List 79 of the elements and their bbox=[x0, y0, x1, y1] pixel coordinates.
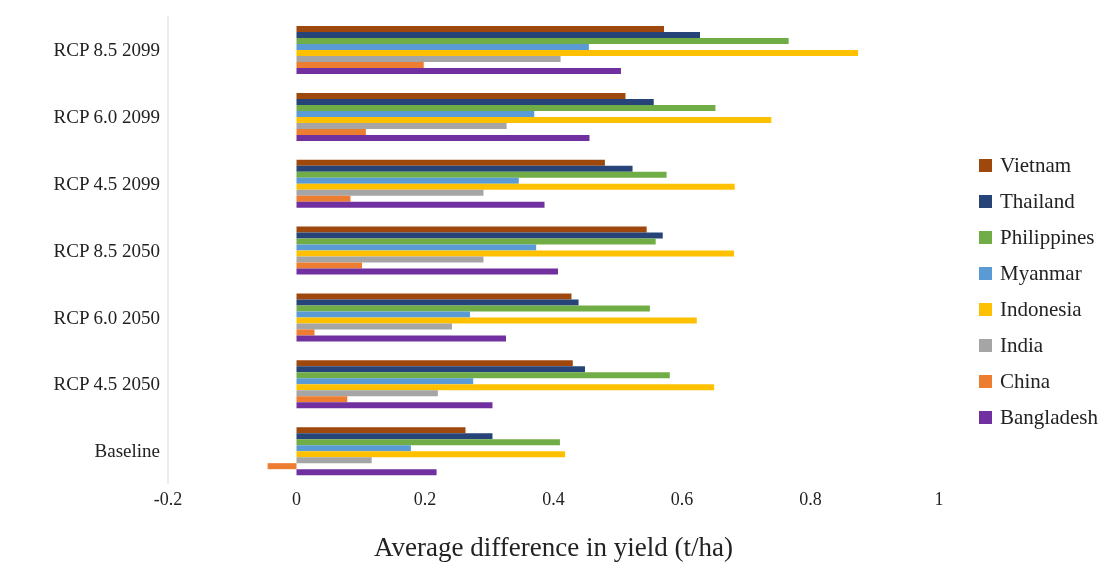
legend-label: Philippines bbox=[1000, 224, 1095, 251]
bar bbox=[296, 116, 772, 123]
bar bbox=[296, 68, 621, 75]
y-tick-label: RCP 6.0 2099 bbox=[53, 106, 160, 128]
y-tick-label: RCP 4.5 2099 bbox=[53, 172, 160, 194]
bar bbox=[296, 44, 589, 51]
bar bbox=[296, 402, 493, 409]
x-tick-label: 0 bbox=[292, 488, 301, 509]
bar bbox=[296, 32, 700, 39]
bar bbox=[296, 159, 605, 166]
x-tick-label: 0.4 bbox=[542, 488, 565, 509]
bar bbox=[296, 38, 789, 45]
bar bbox=[296, 372, 670, 379]
bar bbox=[296, 189, 484, 196]
x-tick-label: 0.6 bbox=[670, 488, 694, 509]
legend-label: Thailand bbox=[1000, 188, 1075, 215]
bar bbox=[296, 238, 656, 245]
bar bbox=[296, 268, 559, 275]
bar bbox=[267, 463, 297, 470]
bar bbox=[296, 433, 493, 440]
bar bbox=[296, 469, 437, 476]
bar bbox=[296, 335, 506, 342]
bar bbox=[296, 366, 585, 373]
x-tick-label: 0.8 bbox=[799, 488, 822, 509]
bar bbox=[296, 262, 363, 269]
bar bbox=[296, 256, 484, 263]
bar bbox=[296, 26, 665, 33]
bar bbox=[296, 195, 351, 202]
bar bbox=[296, 98, 654, 105]
bar bbox=[296, 92, 626, 99]
bar bbox=[296, 62, 424, 69]
legend-label: Vietnam bbox=[1000, 152, 1072, 179]
bar bbox=[296, 445, 411, 452]
bar bbox=[296, 439, 560, 446]
bar bbox=[296, 311, 470, 318]
bar bbox=[296, 299, 579, 306]
bar bbox=[296, 323, 452, 330]
y-tick-label: RCP 4.5 2050 bbox=[53, 373, 160, 395]
bar bbox=[296, 427, 466, 434]
bar bbox=[296, 134, 590, 141]
bar bbox=[296, 317, 697, 324]
bar bbox=[296, 171, 667, 178]
bar bbox=[296, 165, 633, 172]
bar bbox=[296, 305, 650, 312]
y-tick-label: RCP 6.0 2050 bbox=[53, 306, 160, 328]
bar bbox=[296, 293, 572, 300]
bar bbox=[296, 360, 573, 367]
bar bbox=[296, 50, 859, 57]
bar bbox=[296, 56, 561, 63]
bar bbox=[296, 226, 647, 233]
bar bbox=[296, 396, 348, 403]
legend-label: China bbox=[1000, 368, 1051, 395]
bar bbox=[296, 384, 715, 391]
legend-label: Indonesia bbox=[1000, 296, 1082, 323]
bar bbox=[296, 451, 566, 458]
bar bbox=[296, 110, 535, 117]
bar bbox=[296, 232, 663, 239]
bar bbox=[296, 104, 716, 111]
y-tick-label: RCP 8.5 2099 bbox=[53, 39, 160, 61]
y-tick-label: RCP 8.5 2050 bbox=[53, 239, 160, 261]
bar bbox=[296, 390, 438, 397]
bar bbox=[296, 329, 315, 336]
bar bbox=[296, 201, 545, 208]
y-tick-label: Baseline bbox=[94, 440, 160, 462]
legend-label: India bbox=[1000, 332, 1044, 359]
bar bbox=[296, 244, 537, 251]
bar bbox=[296, 183, 735, 190]
bar bbox=[296, 250, 735, 257]
x-axis-title: Average difference in yield (t/ha) bbox=[374, 532, 733, 562]
bar bbox=[296, 457, 372, 464]
bar bbox=[296, 378, 474, 385]
bar bbox=[296, 122, 507, 129]
x-tick-label: 1 bbox=[934, 488, 944, 509]
legend-label: Bangladesh bbox=[1000, 404, 1098, 431]
legend-label: Myanmar bbox=[1000, 260, 1082, 287]
x-tick-label: -0.2 bbox=[153, 488, 183, 509]
bar bbox=[296, 177, 519, 184]
x-tick-label: 0.2 bbox=[413, 488, 437, 509]
bar bbox=[296, 128, 366, 135]
